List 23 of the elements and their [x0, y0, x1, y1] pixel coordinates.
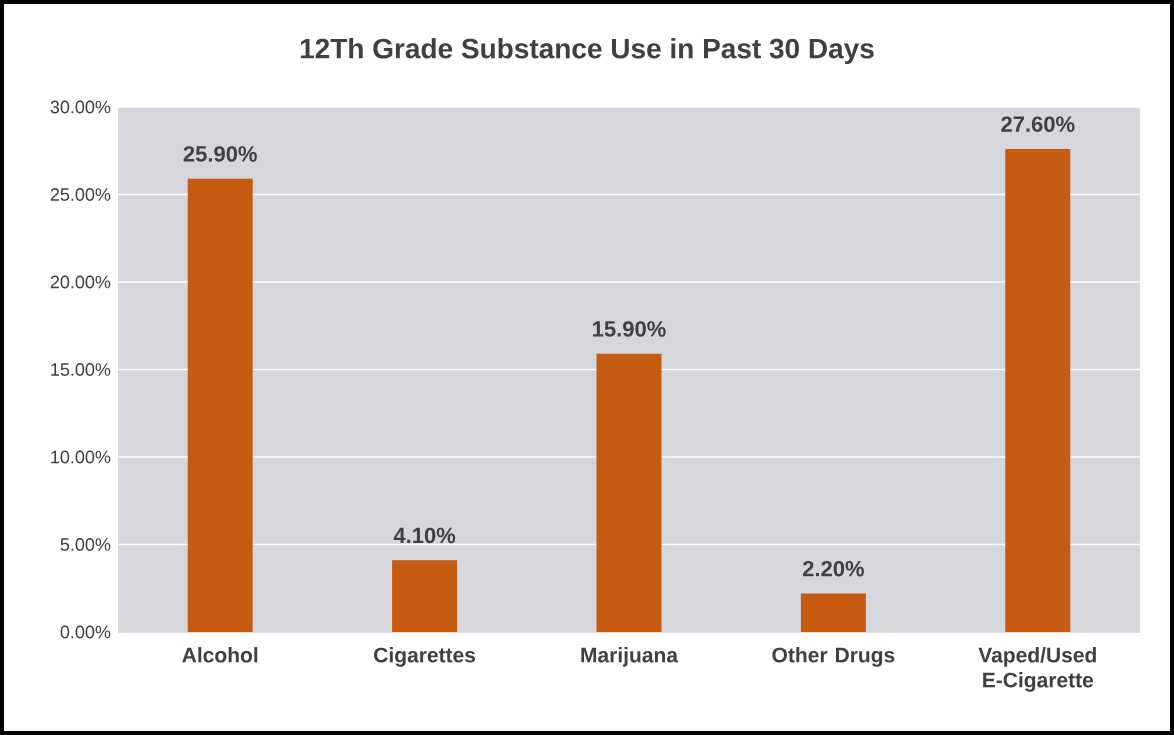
- bar: [1005, 149, 1071, 632]
- y-tick-label: 10.00%: [51, 450, 111, 464]
- data-label: 2.20%: [802, 560, 864, 577]
- y-tick-label: 25.00%: [50, 188, 111, 201]
- bar: [800, 593, 866, 632]
- x-tick-label: Other Drugs: [772, 647, 895, 667]
- x-tick-label: Cigarettes: [374, 647, 476, 667]
- bar: [596, 353, 662, 632]
- data-label: 25.90%: [183, 146, 257, 162]
- bar: [187, 178, 253, 632]
- y-tick-label: 0.00%: [60, 625, 111, 639]
- y-tick-label: 15.00%: [51, 363, 111, 376]
- x-tick-label: Marijuana: [581, 647, 679, 667]
- y-tick-label: 5.00%: [60, 538, 111, 551]
- data-label: 15.90%: [593, 321, 666, 337]
- data-label: 4.10%: [393, 527, 456, 544]
- y-tick-label: 20.00%: [50, 275, 111, 289]
- data-label: 27.60%: [1001, 116, 1075, 132]
- chart-title: 12Th Grade Substance Use in Past 30 Days: [300, 37, 874, 65]
- x-tick-label: Vaped/Used E-Cigarette: [978, 647, 1096, 692]
- bar: [392, 560, 458, 632]
- y-tick-label: 30.00%: [50, 100, 111, 114]
- x-tick-label: Alcohol: [182, 647, 258, 663]
